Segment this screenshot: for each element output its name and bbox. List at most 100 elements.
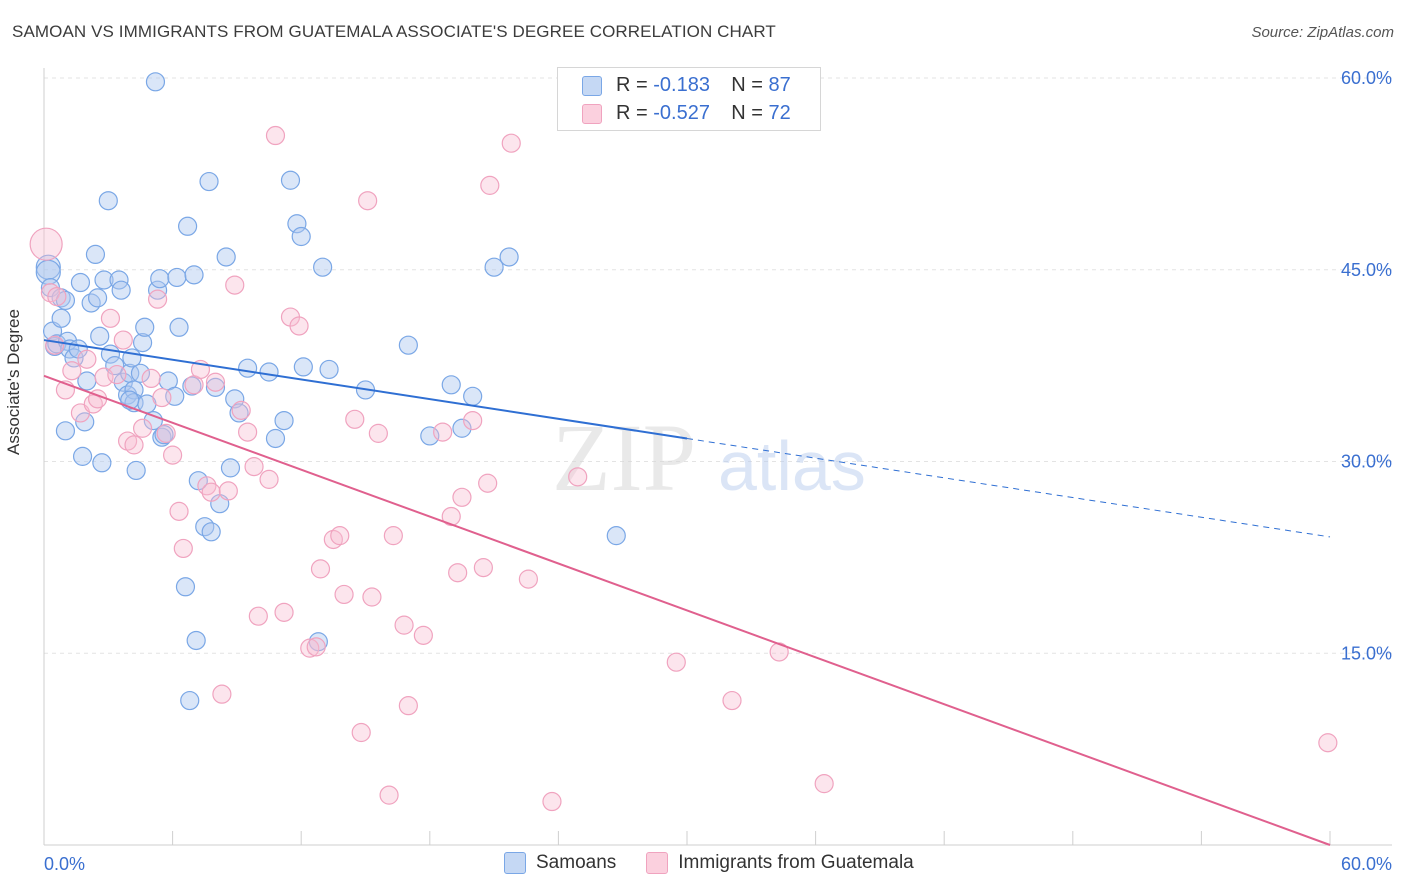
- legend-item-samoans: Samoans: [504, 852, 616, 874]
- samoans-point: [111, 280, 131, 300]
- watermark-zip: ZIP: [552, 404, 696, 511]
- samoans-point: [186, 630, 206, 651]
- guatemala-point: [334, 584, 354, 605]
- guatemala-point: [383, 526, 403, 546]
- legend-r-label: R =: [616, 74, 648, 96]
- samoans-point: [92, 453, 112, 473]
- samoans-point: [94, 270, 114, 290]
- guatemala-point: [1318, 733, 1338, 753]
- samoans-point: [606, 526, 626, 546]
- guatemala-point: [107, 364, 127, 385]
- guatemala-point: [77, 349, 97, 369]
- series-legend: Samoans Immigrants from Guatemala: [504, 852, 944, 874]
- samoans-point: [72, 446, 93, 466]
- guatemala-point: [156, 423, 176, 443]
- samoans-swatch: [582, 75, 602, 96]
- guatemala-point: [501, 133, 521, 153]
- samoans-trendline: [43, 339, 688, 440]
- guatemala-point: [29, 227, 63, 261]
- guatemala-point: [310, 559, 331, 579]
- x-tick-label: 0.0%: [44, 854, 85, 874]
- samoans-point: [195, 517, 215, 537]
- legend-row-guatemala: R = -0.527 N = 72: [582, 102, 791, 125]
- samoans-point: [184, 265, 204, 285]
- y-tick-label: 60.0%: [1341, 68, 1392, 88]
- watermark-atlas: atlas: [718, 427, 866, 505]
- legend-r-value: -0.183: [653, 74, 710, 96]
- samoans-point: [259, 362, 279, 382]
- guatemala-point: [169, 501, 189, 521]
- guatemala-point: [368, 423, 388, 443]
- guatemala-point: [666, 652, 686, 672]
- samoans-point: [216, 247, 236, 267]
- samoans-point: [274, 410, 294, 431]
- guatemala-point: [433, 422, 453, 442]
- guatemala-point: [218, 481, 238, 501]
- legend-label-guatemala: Immigrants from Guatemala: [678, 852, 914, 873]
- samoans-point: [145, 72, 166, 92]
- guatemala-point: [289, 316, 309, 336]
- guatemala-point: [173, 538, 193, 559]
- guatemala-point: [225, 275, 245, 295]
- legend-n-value: 87: [768, 74, 791, 96]
- samoans-point: [229, 403, 249, 423]
- guatemala-point: [100, 308, 121, 328]
- guatemala-point: [62, 361, 82, 381]
- samoans-point: [75, 412, 95, 432]
- samoans-point: [90, 326, 110, 346]
- samoans-point: [150, 269, 170, 289]
- legend-item-guatemala: Immigrants from Guatemala: [646, 852, 914, 874]
- samoans-point: [398, 335, 418, 355]
- guatemala-point: [47, 286, 67, 307]
- samoans-point: [98, 191, 118, 211]
- samoans-point: [441, 375, 461, 395]
- guatemala-point: [152, 387, 172, 408]
- samoans-point: [55, 421, 76, 441]
- legend-row-samoans: R = -0.183 N = 87: [582, 74, 791, 97]
- guatemala-point: [45, 335, 65, 355]
- guatemala-point: [201, 482, 221, 502]
- samoans-point: [287, 214, 307, 234]
- guatemala-point: [124, 435, 144, 455]
- samoans-legend-swatch: [504, 852, 526, 874]
- samoans-point: [463, 386, 483, 406]
- legend-n-label: N =: [731, 74, 763, 96]
- samoans-point: [126, 460, 146, 481]
- samoans-point: [265, 428, 286, 449]
- samoans-point: [238, 358, 258, 378]
- guatemala-point: [306, 637, 326, 657]
- guatemala-point: [379, 785, 399, 805]
- samoans-point: [130, 363, 151, 383]
- guatemala-point: [463, 410, 483, 431]
- chart-title: SAMOAN VS IMMIGRANTS FROM GUATEMALA ASSO…: [12, 22, 776, 41]
- samoans-point: [70, 272, 91, 293]
- guatemala-point: [345, 409, 365, 429]
- samoans-point: [201, 522, 221, 542]
- y-tick-label: 30.0%: [1341, 452, 1392, 472]
- guatemala-point: [478, 473, 498, 493]
- guatemala-point: [568, 467, 588, 487]
- guatemala-point: [722, 690, 742, 711]
- legend-n-value: 72: [768, 102, 791, 124]
- guatemala-point: [300, 638, 320, 658]
- legend-n-label: N =: [731, 102, 763, 124]
- samoans-point: [205, 377, 226, 397]
- guatemala-point: [518, 569, 538, 589]
- samoans-point: [85, 244, 106, 265]
- samoans-point: [175, 577, 196, 597]
- guatemala-legend-swatch: [646, 852, 669, 874]
- samoans-point: [313, 257, 333, 277]
- legend-r-label: R =: [616, 102, 648, 124]
- guatemala-point: [212, 684, 232, 704]
- guatemala-point: [398, 696, 418, 716]
- samoans-point: [293, 357, 313, 377]
- guatemala-point: [259, 469, 279, 489]
- stats-legend: R = -0.183 N = 87 R = -0.527 N = 72: [557, 67, 821, 131]
- samoans-point: [220, 458, 241, 478]
- guatemala-point: [113, 330, 133, 350]
- samoans-point: [135, 317, 155, 337]
- guatemala-point: [542, 791, 562, 812]
- samoans-point: [199, 171, 219, 192]
- guatemala-swatch: [582, 103, 602, 124]
